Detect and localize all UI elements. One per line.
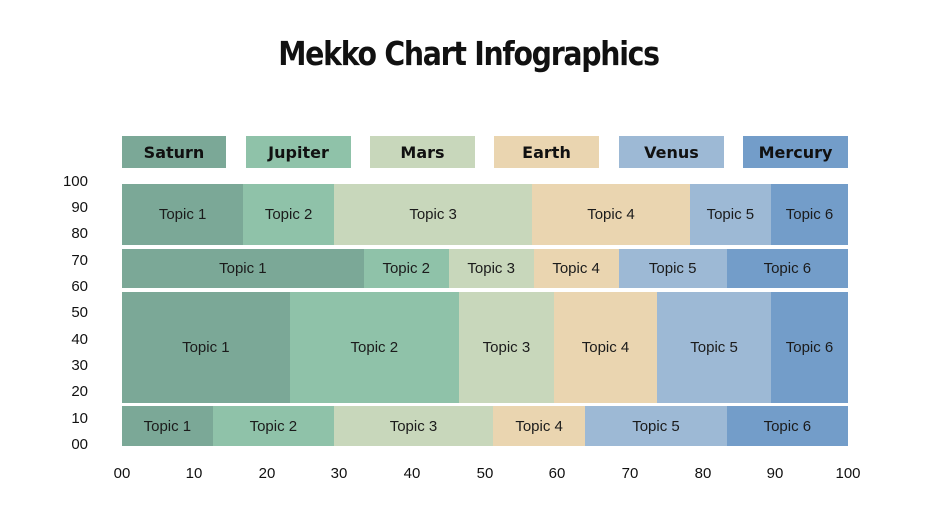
x-tick-label: 20 — [258, 465, 276, 482]
segment-label: Topic 3 — [467, 260, 515, 277]
y-tick-label: 100 — [62, 173, 88, 190]
mekko-segment-mars: Topic 3 — [458, 292, 554, 403]
x-tick-label: 100 — [835, 465, 861, 482]
mekko-segment-venus: Topic 5 — [657, 292, 772, 403]
x-tick-label: 00 — [113, 465, 131, 482]
segment-label: Topic 4 — [515, 417, 563, 435]
segment-label: Topic 1 — [158, 206, 207, 223]
x-tick-label: 10 — [185, 465, 203, 482]
y-tick-label: 50 — [71, 304, 88, 321]
mekko-segment-mercury: Topic 6 — [726, 249, 848, 288]
x-tick-label: 50 — [476, 465, 494, 482]
segment-label: Topic 6 — [785, 339, 834, 356]
y-tick-label: 30 — [71, 357, 88, 374]
segment-label: Topic 3 — [389, 417, 438, 435]
mekko-segment-jupiter: Topic 2 — [243, 184, 334, 245]
mekko-segment-jupiter: Topic 2 — [289, 292, 459, 403]
mekko-segment-mercury: Topic 6 — [771, 292, 848, 403]
segment-label: Topic 1 — [219, 260, 267, 277]
segment-label: Topic 5 — [690, 339, 738, 356]
mekko-row-2: Topic 1 Topic 2 Topic 3 Topic 4 Topic 5 Topic… — [122, 249, 848, 288]
legend-item-mercury: Mercury — [743, 136, 848, 168]
mekko-segment-jupiter: Topic 2 — [212, 406, 334, 446]
segment-label: Topic 3 — [409, 206, 457, 223]
legend-item-saturn: Saturn — [122, 136, 226, 168]
segment-label: Topic 5 — [706, 206, 755, 223]
y-tick-label: 80 — [71, 225, 88, 242]
x-tick-label: 80 — [694, 465, 712, 482]
segment-label: Topic 5 — [648, 260, 697, 277]
legend-item-venus: Venus — [619, 136, 724, 168]
mekko-segment-mars: Topic 3 — [333, 184, 533, 245]
mekko-segment-saturn: Topic 1 — [122, 406, 213, 446]
segment-label: Topic 2 — [350, 339, 399, 356]
mekko-segment-venus: Topic 5 — [618, 249, 727, 288]
mekko-segment-saturn: Topic 1 — [122, 292, 290, 403]
y-tick-label: 40 — [71, 331, 88, 348]
x-tick-label: 30 — [330, 465, 348, 482]
y-tick-label: 90 — [71, 199, 88, 216]
mekko-segment-jupiter: Topic 2 — [363, 249, 449, 288]
mekko-segment-venus: Topic 5 — [689, 184, 772, 245]
mekko-segment-saturn: Topic 1 — [122, 184, 244, 245]
mekko-row-3: Topic 1 Topic 2 Topic 3 Topic 4 Topic 5 Topic… — [122, 292, 848, 403]
mekko-segment-mars: Topic 3 — [333, 406, 493, 446]
y-tick-label: 70 — [71, 252, 88, 269]
segment-label: Topic 2 — [249, 417, 298, 435]
y-tick-label: 10 — [71, 410, 88, 427]
y-tick-label: 60 — [71, 278, 88, 295]
segment-label: Topic 6 — [785, 206, 834, 223]
x-tick-label: 60 — [548, 465, 566, 482]
x-tick-label: 70 — [621, 465, 639, 482]
mekko-row-1: Topic 1 Topic 2 Topic 3 Topic 4 Topic 5 Topic… — [122, 184, 848, 245]
mekko-segment-mercury: Topic 6 — [726, 406, 848, 446]
chart-title: Mekko Chart Infographics — [278, 34, 660, 73]
segment-label: Topic 1 — [182, 339, 230, 356]
mekko-segment-earth: Topic 4 — [532, 184, 690, 245]
mekko-segment-earth: Topic 4 — [533, 249, 619, 288]
segment-label: Topic 6 — [763, 417, 812, 435]
mekko-row-4: Topic 1 Topic 2 Topic 3 Topic 4 Topic 5 Topic… — [122, 406, 848, 446]
x-tick-label: 40 — [403, 465, 421, 482]
segment-label: Topic 1 — [143, 417, 192, 435]
segment-label: Topic 2 — [264, 206, 313, 223]
legend-item-mars: Mars — [370, 136, 475, 168]
legend-item-earth: Earth — [494, 136, 599, 168]
mekko-segment-mercury: Topic 6 — [771, 184, 848, 245]
y-tick-label: 20 — [71, 383, 88, 400]
mekko-segment-venus: Topic 5 — [585, 406, 727, 446]
segment-label: Topic 6 — [763, 260, 812, 277]
segment-label: Topic 4 — [581, 339, 630, 356]
y-tick-label: 00 — [71, 436, 88, 453]
segment-label: Topic 4 — [552, 260, 600, 277]
segment-label: Topic 5 — [632, 417, 680, 435]
mekko-segment-mars: Topic 3 — [448, 249, 534, 288]
mekko-segment-earth: Topic 4 — [553, 292, 658, 403]
legend-item-jupiter: Jupiter — [246, 136, 351, 168]
x-tick-label: 90 — [766, 465, 784, 482]
segment-label: Topic 4 — [587, 206, 635, 223]
mekko-segment-saturn: Topic 1 — [122, 249, 364, 288]
segment-label: Topic 2 — [382, 260, 430, 277]
segment-label: Topic 3 — [482, 339, 531, 356]
mekko-segment-earth: Topic 4 — [492, 406, 586, 446]
